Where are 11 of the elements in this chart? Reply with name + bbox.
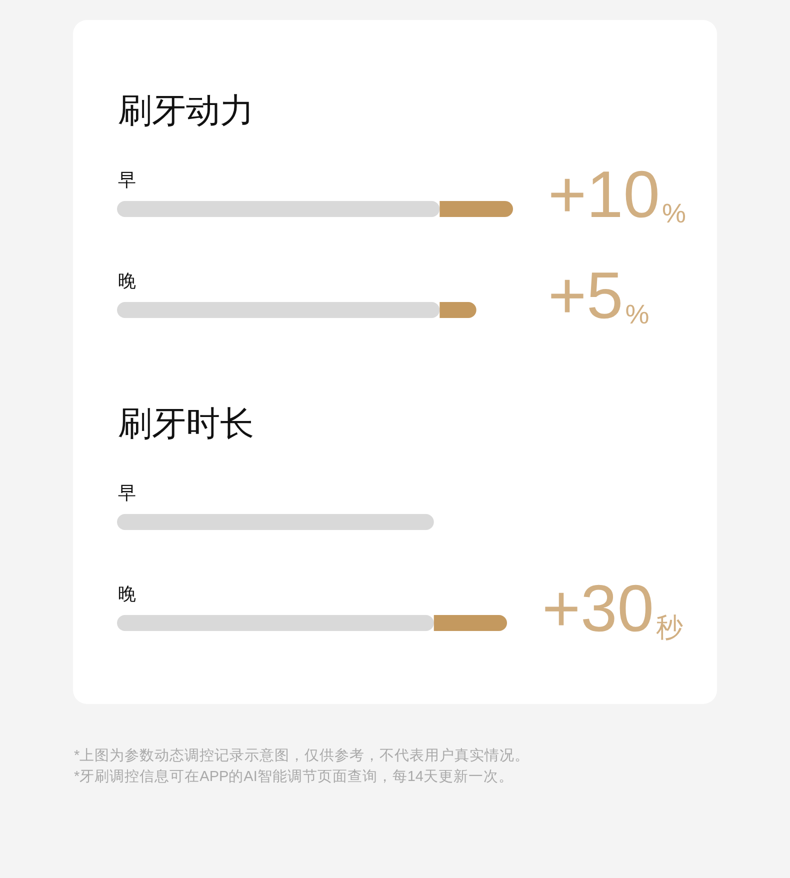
y-tick-label: 早 [118, 483, 136, 503]
data-label: +5% [548, 258, 650, 332]
y-tick-label: 早 [118, 170, 136, 190]
y-tick-label: 晚 [118, 271, 136, 291]
data-label: +10% [548, 157, 686, 231]
chart-title: 刷牙时长 [118, 405, 254, 443]
text: *牙刷调控信息可在APP的AI智能调节页面查询，每14天更新一次。 [74, 768, 514, 787]
data-label: +30秒 [542, 571, 683, 645]
y-tick-label: 晚 [118, 584, 136, 604]
text: *上图为参数动态调控记录示意图，仅供参考，不代表用户真实情况。 [74, 746, 530, 766]
chart-title: 刷牙动力 [118, 92, 254, 130]
